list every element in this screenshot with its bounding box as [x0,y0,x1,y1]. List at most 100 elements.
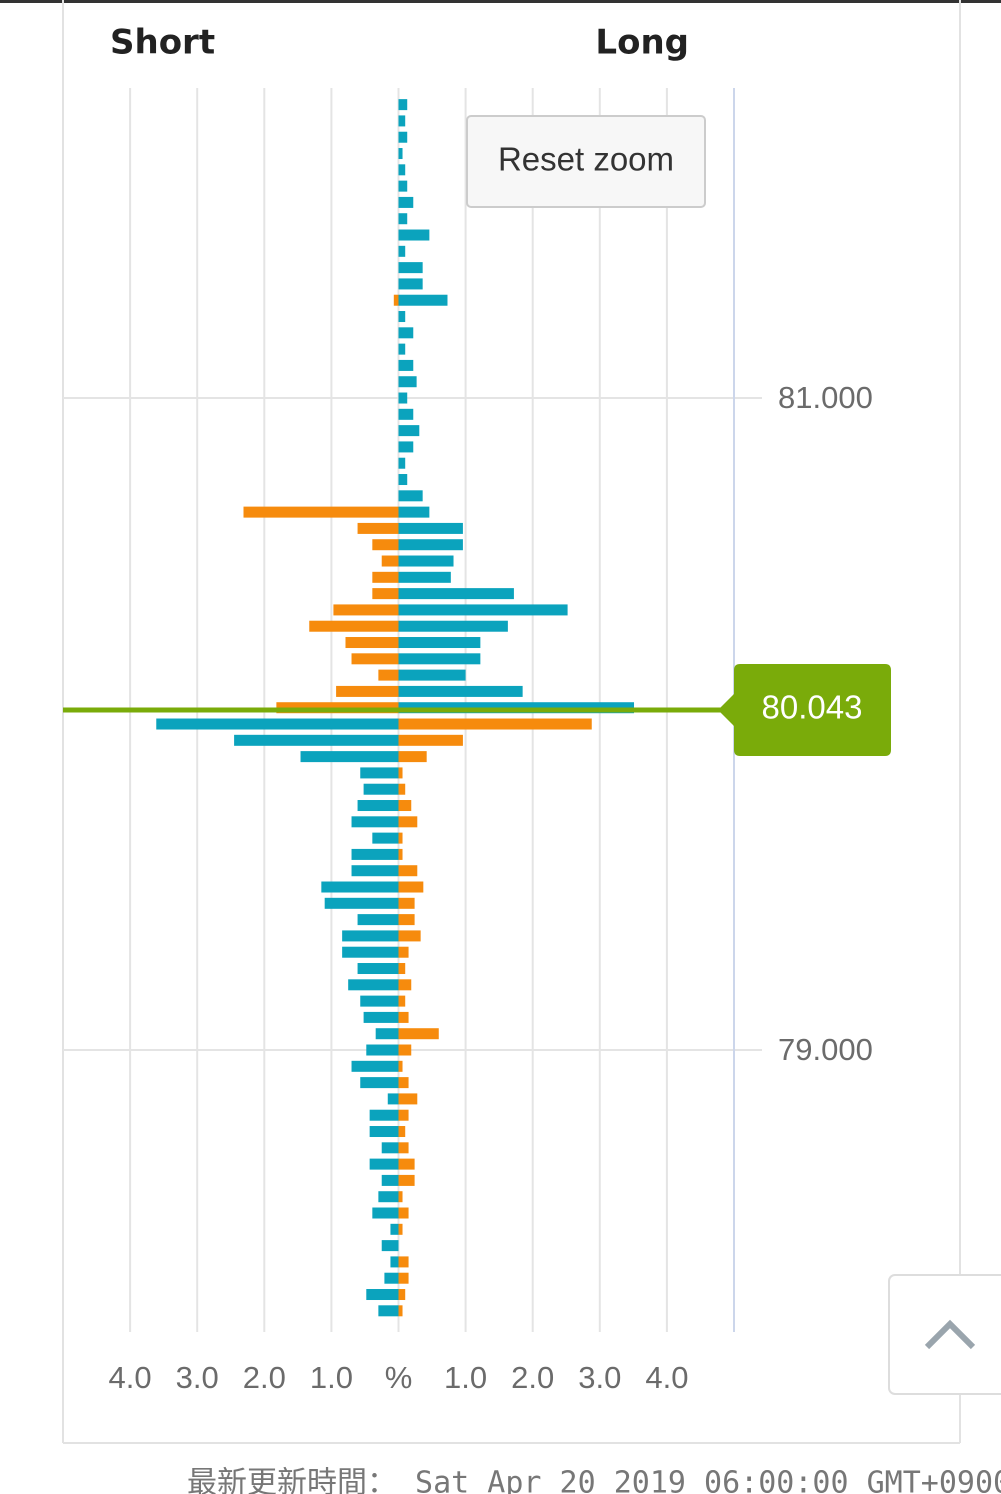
bar [351,653,399,665]
bar [345,637,399,649]
bar [398,571,451,583]
bar [398,1093,418,1105]
current-price-label: 80.043 [762,689,863,726]
bar [156,718,399,730]
bar [351,865,399,877]
bar [398,1060,403,1072]
bar [342,930,399,942]
bar [398,979,412,991]
reset-zoom-label[interactable]: Reset zoom [498,141,674,178]
bar [398,539,463,551]
bar [398,1272,409,1284]
bar [369,1158,399,1170]
x-tick-label: % [385,1360,413,1395]
bar [398,1126,406,1138]
x-tick-label: 3.0 [578,1360,621,1395]
bars [63,99,734,1317]
bar [393,294,399,306]
bar [381,555,399,567]
bar [398,441,414,453]
bar [398,490,423,502]
bar [398,1305,403,1317]
bar [372,588,399,600]
x-tick-label: 1.0 [310,1360,353,1395]
bar [378,1305,399,1317]
bar [398,767,403,779]
bar [398,311,406,323]
bar [398,1256,409,1268]
bar [398,408,414,420]
bar [333,604,399,616]
reset-zoom-button[interactable]: Reset zoom [466,115,706,208]
bar [398,995,406,1007]
bar [357,963,399,975]
scroll-top-box[interactable] [888,1274,1001,1395]
bar [398,897,415,909]
bar [234,734,399,746]
bar [398,343,406,355]
bar [398,278,423,290]
bar [378,669,399,681]
bar [369,1109,399,1121]
bar [375,1028,399,1040]
reset-zoom-box[interactable] [466,115,706,208]
scroll-top-icon[interactable] [924,1319,976,1350]
bar [398,1223,403,1235]
bar [398,946,409,958]
bar [381,1142,399,1154]
bar [398,637,481,649]
bar [348,979,399,991]
bar [398,783,406,795]
bar [336,685,399,697]
scroll-top-button[interactable] [888,1274,1001,1395]
x-tick-label: 4.0 [109,1360,152,1395]
bar [390,1256,399,1268]
bar [398,1011,409,1023]
footer-updated: 最新更新時間： Sat Apr 20 2019 06:00:00 GMT+090… [187,1466,1001,1494]
bar [398,865,418,877]
bar [398,930,421,942]
bar [398,392,408,404]
bar [398,1077,409,1089]
bar [398,800,412,812]
bar [398,914,415,926]
bar [398,425,420,437]
bar [366,1289,399,1301]
bar [398,1191,403,1203]
bar [398,588,514,600]
x-tick-label: 2.0 [511,1360,554,1395]
bar [357,522,399,534]
bar [360,1077,399,1089]
bar [398,359,414,371]
bar [398,1028,439,1040]
bar [351,1060,399,1072]
bar [398,751,427,763]
bar [398,1044,412,1056]
bar [398,164,406,176]
current-price-box [718,664,891,756]
bar [372,1207,399,1219]
bar [398,1142,409,1154]
top-border [0,0,1001,3]
bar [398,294,448,306]
bar [342,946,399,958]
bar [398,555,454,567]
bar [378,1191,399,1203]
bar [398,474,408,486]
bar [398,262,423,274]
bar [398,522,463,534]
bar [398,1174,415,1186]
bar [387,1093,399,1105]
bar [363,783,399,795]
bar [372,832,399,844]
bar [398,229,430,241]
bar [398,604,568,616]
bar [398,506,430,518]
bar [381,1174,399,1186]
bar [398,1207,409,1219]
bar [398,718,592,730]
bar [398,1158,415,1170]
y-tick-label: 79.000 [778,1032,873,1067]
bar [372,539,399,551]
